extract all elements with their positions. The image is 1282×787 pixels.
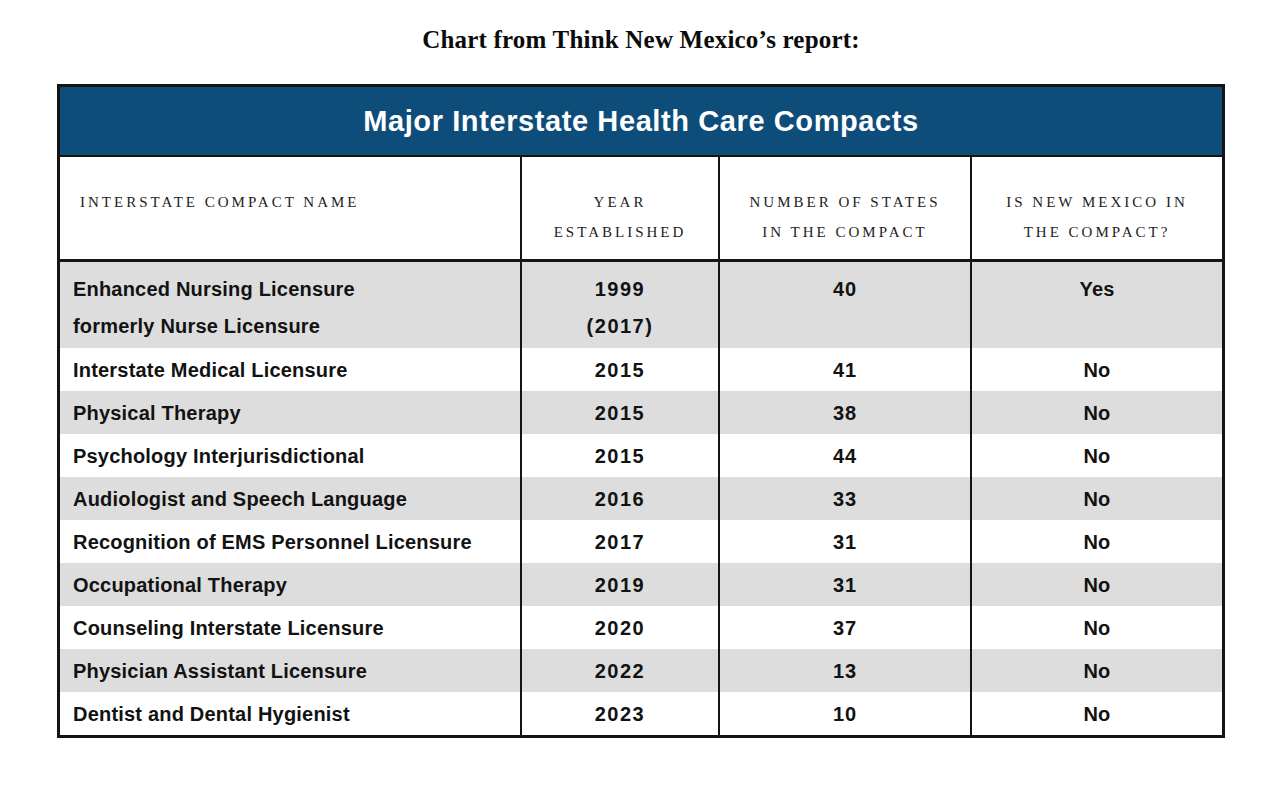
- states-count-cell: 13: [718, 649, 970, 692]
- year-established-cell: 2023: [520, 692, 718, 735]
- new-mexico-member-cell: No: [970, 520, 1222, 563]
- table-row: Counseling Interstate Licensure 2020 37 …: [60, 606, 1222, 649]
- new-mexico-member-cell: No: [970, 563, 1222, 606]
- states-count-cell: 37: [718, 606, 970, 649]
- states-count-cell: 38: [718, 391, 970, 434]
- year-established-cell: 2015: [520, 391, 718, 434]
- compacts-table: Major Interstate Health Care Compacts IN…: [57, 84, 1225, 738]
- table-row: Enhanced Nursing Licensure formerly Nurs…: [60, 262, 1222, 348]
- states-count-cell: 40: [718, 262, 970, 348]
- states-count-cell: 44: [718, 434, 970, 477]
- table-row: Occupational Therapy 2019 31 No: [60, 563, 1222, 606]
- year-established-cell: 2022: [520, 649, 718, 692]
- table-row: Recognition of EMS Personnel Licensure 2…: [60, 520, 1222, 563]
- table-header-row: INTERSTATE COMPACT NAME YEAR ESTABLISHED…: [60, 157, 1222, 262]
- page-title: Chart from Think New Mexico’s report:: [0, 0, 1282, 54]
- compact-name-cell: Physician Assistant Licensure: [60, 649, 520, 692]
- page: Chart from Think New Mexico’s report: Ma…: [0, 0, 1282, 787]
- states-count-cell: 10: [718, 692, 970, 735]
- compact-name-cell: Interstate Medical Licensure: [60, 348, 520, 391]
- year-established-cell: 2015: [520, 348, 718, 391]
- table-row: Physical Therapy 2015 38 No: [60, 391, 1222, 434]
- year-established-cell: 1999 (2017): [520, 262, 718, 348]
- table-row: Dentist and Dental Hygienist 2023 10 No: [60, 692, 1222, 735]
- year-established-cell: 2016: [520, 477, 718, 520]
- year-established-cell: 2015: [520, 434, 718, 477]
- compact-name-cell: Counseling Interstate Licensure: [60, 606, 520, 649]
- new-mexico-member-cell: No: [970, 434, 1222, 477]
- table-row: Interstate Medical Licensure 2015 41 No: [60, 348, 1222, 391]
- year-established-cell: 2020: [520, 606, 718, 649]
- table-body: Enhanced Nursing Licensure formerly Nurs…: [60, 262, 1222, 735]
- new-mexico-member-cell: Yes: [970, 262, 1222, 348]
- compact-name-cell: Dentist and Dental Hygienist: [60, 692, 520, 735]
- new-mexico-member-cell: No: [970, 391, 1222, 434]
- states-count-cell: 41: [718, 348, 970, 391]
- year-established-cell: 2019: [520, 563, 718, 606]
- states-count-cell: 31: [718, 563, 970, 606]
- table-row: Physician Assistant Licensure 2022 13 No: [60, 649, 1222, 692]
- new-mexico-member-cell: No: [970, 477, 1222, 520]
- compact-name-cell: Recognition of EMS Personnel Licensure: [60, 520, 520, 563]
- compact-name-cell: Physical Therapy: [60, 391, 520, 434]
- states-count-cell: 33: [718, 477, 970, 520]
- compact-name-cell: Occupational Therapy: [60, 563, 520, 606]
- new-mexico-member-cell: No: [970, 348, 1222, 391]
- column-header-compact-name: INTERSTATE COMPACT NAME: [60, 157, 520, 259]
- column-header-year-established: YEAR ESTABLISHED: [520, 157, 718, 259]
- new-mexico-member-cell: No: [970, 606, 1222, 649]
- table-row: Psychology Interjurisdictional 2015 44 N…: [60, 434, 1222, 477]
- compact-name-cell: Psychology Interjurisdictional: [60, 434, 520, 477]
- new-mexico-member-cell: No: [970, 649, 1222, 692]
- year-established-cell: 2017: [520, 520, 718, 563]
- column-header-number-of-states: NUMBER OF STATES IN THE COMPACT: [718, 157, 970, 259]
- states-count-cell: 31: [718, 520, 970, 563]
- table-row: Audiologist and Speech Language 2016 33 …: [60, 477, 1222, 520]
- compact-name-cell: Enhanced Nursing Licensure formerly Nurs…: [60, 262, 520, 348]
- new-mexico-member-cell: No: [970, 692, 1222, 735]
- column-header-new-mexico-membership: IS NEW MEXICO IN THE COMPACT?: [970, 157, 1222, 259]
- table-title-band: Major Interstate Health Care Compacts: [60, 87, 1222, 157]
- table-title: Major Interstate Health Care Compacts: [363, 105, 919, 138]
- compact-name-cell: Audiologist and Speech Language: [60, 477, 520, 520]
